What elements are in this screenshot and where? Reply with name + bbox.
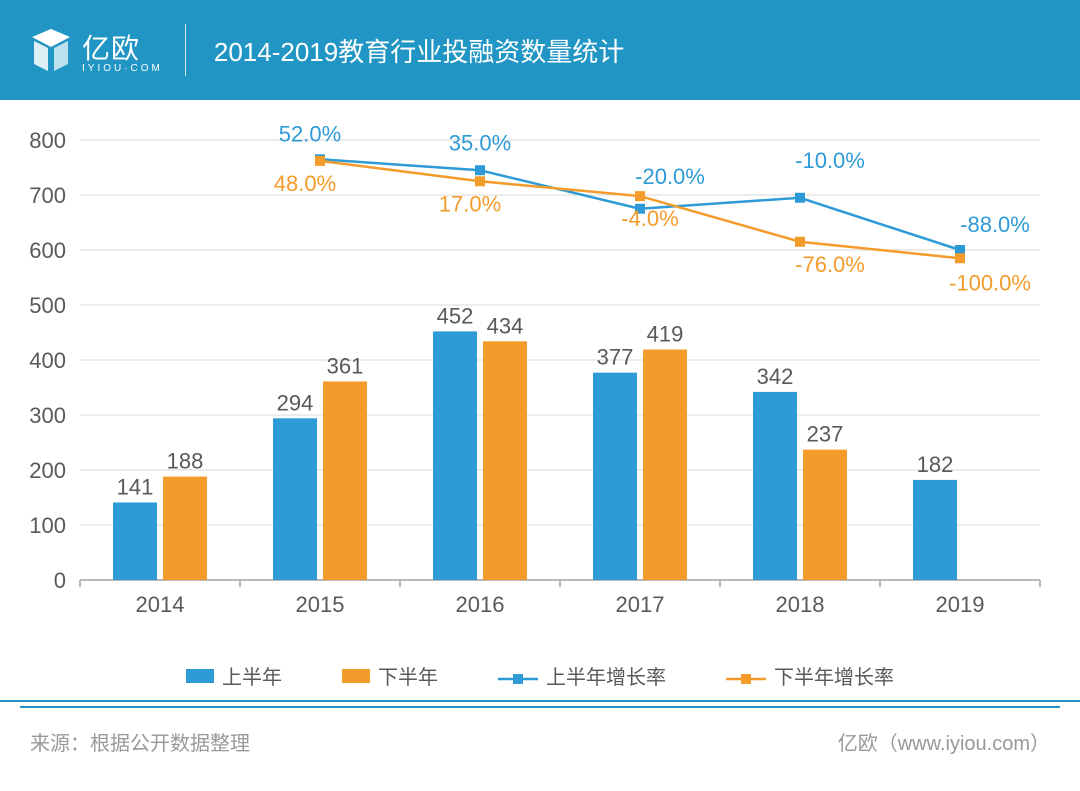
y-tick-label: 500: [29, 293, 66, 318]
bar-label: 294: [277, 390, 314, 415]
legend: 上半年 下半年 上半年增长率 下半年增长率: [0, 661, 1080, 690]
bar: [913, 480, 957, 580]
bar-label: 237: [807, 422, 844, 447]
logo-sub: IYIOU·COM: [82, 63, 163, 74]
line-label: -4.0%: [621, 206, 678, 231]
logo: 亿欧 IYIOU·COM: [30, 27, 163, 74]
bar: [433, 331, 477, 580]
bar: [593, 373, 637, 580]
line-marker: [315, 156, 325, 166]
bar: [163, 477, 207, 580]
bar-label: 182: [917, 452, 954, 477]
line-label: -100.0%: [949, 270, 1031, 295]
y-tick-label: 800: [29, 128, 66, 153]
legend-item: 上半年增长率: [498, 661, 666, 690]
bar: [113, 502, 157, 580]
y-tick-label: 100: [29, 513, 66, 538]
line-label: 35.0%: [449, 130, 511, 155]
legend-line-swatch: [498, 669, 538, 683]
y-tick-label: 300: [29, 403, 66, 428]
line-marker: [955, 253, 965, 263]
legend-label: 下半年: [378, 661, 438, 690]
line-marker: [475, 165, 485, 175]
line-marker: [475, 176, 485, 186]
legend-swatch: [186, 669, 214, 683]
x-tick-label: 2016: [456, 592, 505, 617]
bar-label: 377: [597, 345, 634, 370]
header: 亿欧 IYIOU·COM 2014-2019教育行业投融资数量统计: [0, 0, 1080, 100]
bar-label: 141: [117, 474, 154, 499]
x-tick-label: 2014: [136, 592, 185, 617]
line-marker: [635, 191, 645, 201]
legend-line-swatch: [726, 669, 766, 683]
bar: [273, 418, 317, 580]
y-tick-label: 700: [29, 183, 66, 208]
y-tick-label: 400: [29, 348, 66, 373]
bar: [803, 450, 847, 580]
bar-label: 434: [487, 313, 524, 338]
y-tick-label: 0: [54, 568, 66, 593]
x-tick-label: 2018: [776, 592, 825, 617]
legend-label: 上半年增长率: [546, 661, 666, 690]
bar: [753, 392, 797, 580]
legend-label: 上半年: [222, 661, 282, 690]
logo-main: 亿欧: [82, 27, 163, 67]
line-label: -76.0%: [795, 252, 865, 277]
legend-item: 上半年: [186, 661, 282, 690]
line-label: -20.0%: [635, 164, 705, 189]
bar-label: 419: [647, 322, 684, 347]
bar-label: 361: [327, 353, 364, 378]
line-marker: [795, 193, 805, 203]
logo-icon: [30, 27, 72, 73]
x-tick-label: 2019: [936, 592, 985, 617]
bar-label: 188: [167, 449, 204, 474]
x-tick-label: 2015: [296, 592, 345, 617]
line-marker: [795, 237, 805, 247]
bar-label: 342: [757, 364, 794, 389]
legend-swatch: [342, 669, 370, 683]
line-label: 17.0%: [439, 191, 501, 216]
legend-label: 下半年增长率: [774, 661, 894, 690]
bar: [483, 341, 527, 580]
line-label: 48.0%: [274, 171, 336, 196]
legend-item: 下半年增长率: [726, 661, 894, 690]
footer: 来源：根据公开数据整理 亿欧（www.iyiou.com）: [0, 700, 1080, 780]
header-divider: [185, 24, 186, 76]
source-label: 来源：根据公开数据整理: [30, 727, 250, 756]
y-tick-label: 600: [29, 238, 66, 263]
bar: [643, 350, 687, 580]
bar: [323, 381, 367, 580]
brand-label: 亿欧（www.iyiou.com）: [838, 727, 1050, 756]
x-tick-label: 2017: [616, 592, 665, 617]
y-tick-label: 200: [29, 458, 66, 483]
bar-label: 452: [437, 303, 474, 328]
line-label: -88.0%: [960, 212, 1030, 237]
line-label: -10.0%: [795, 148, 865, 173]
page-title: 2014-2019教育行业投融资数量统计: [214, 32, 624, 69]
chart: 0 100 200 300 400 500 600 700 800 2014 2015 2016 201…: [0, 100, 1080, 700]
footer-rule: [20, 706, 1060, 708]
line-label: 52.0%: [279, 121, 341, 146]
legend-item: 下半年: [342, 661, 438, 690]
